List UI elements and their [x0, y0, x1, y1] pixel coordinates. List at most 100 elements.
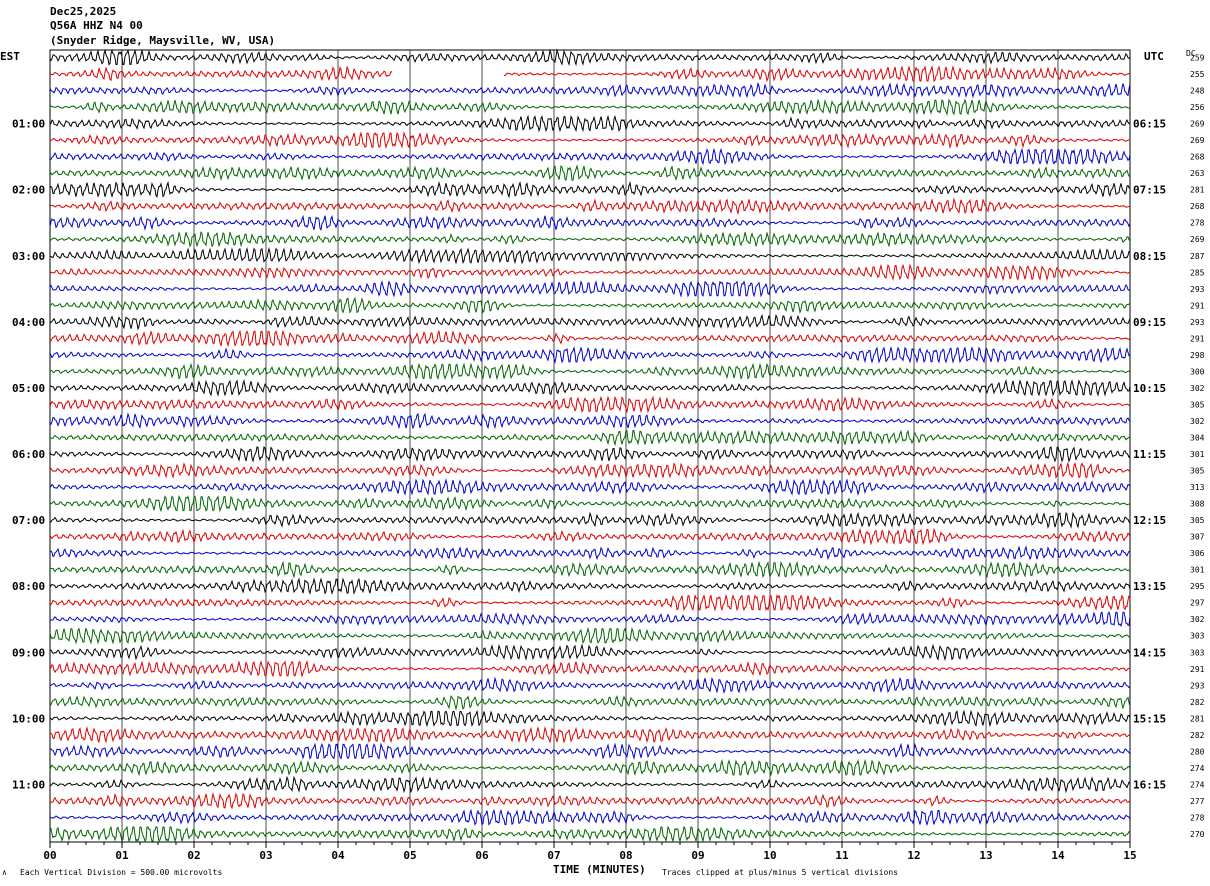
dc-offset-label: 302: [1190, 615, 1205, 624]
dc-offset-label: 301: [1190, 566, 1205, 575]
seismic-trace: [49, 345, 1131, 364]
seismic-trace: [49, 231, 1131, 248]
left-hour-label: 03:00: [12, 250, 45, 263]
seismic-trace: [49, 131, 1131, 149]
x-tick-label: 03: [259, 849, 272, 862]
dc-offset-label: 259: [1190, 54, 1205, 63]
right-hour-label: 08:15: [1133, 250, 1166, 263]
dc-offset-label: 313: [1190, 483, 1205, 492]
dc-offset-label: 274: [1190, 780, 1205, 789]
dc-offset-label: 305: [1190, 400, 1205, 409]
dc-offset-label: 270: [1190, 830, 1205, 839]
dc-offset-label: 277: [1190, 797, 1205, 806]
dc-offset-label: 278: [1190, 219, 1205, 228]
seismic-trace: [49, 98, 1131, 117]
dc-offset-label: 269: [1190, 120, 1205, 129]
seismic-trace: [49, 527, 1131, 546]
seismic-trace: [49, 610, 1131, 628]
dc-offset-header: DC: [1186, 49, 1196, 58]
right-hour-label: 06:15: [1133, 118, 1166, 131]
seismic-trace: [49, 808, 1131, 827]
dc-offset-label: 295: [1190, 582, 1205, 591]
left-timezone-label: EST: [0, 50, 20, 63]
dc-offset-label: 291: [1190, 334, 1205, 343]
seismic-trace: [49, 429, 1131, 447]
right-hour-label: 11:15: [1133, 448, 1166, 461]
station-location: (Snyder Ridge, Maysville, WV, USA): [50, 34, 276, 47]
seismic-trace: [49, 263, 1131, 282]
x-tick-label: 04: [331, 849, 345, 862]
seismic-trace: [49, 643, 1131, 662]
dc-offset-label: 269: [1190, 235, 1205, 244]
seismic-trace: [49, 329, 1131, 348]
dc-offset-label: 293: [1190, 681, 1205, 690]
seismic-trace: [49, 379, 1131, 397]
dc-offset-label: 303: [1190, 648, 1205, 657]
right-hour-label: 07:15: [1133, 184, 1166, 197]
dc-offset-label: 298: [1190, 351, 1205, 360]
left-hour-label: 09:00: [12, 646, 45, 659]
left-hour-label: 05:00: [12, 382, 45, 395]
right-timezone-label: UTC: [1144, 50, 1164, 63]
seismic-trace: [49, 214, 1131, 231]
seismic-trace: [49, 65, 1131, 83]
x-tick-label: 11: [835, 849, 849, 862]
seismic-trace: [49, 164, 1131, 182]
left-hour-label: 04:00: [12, 316, 45, 329]
seismic-trace: [49, 511, 1131, 529]
x-tick-label: 13: [979, 849, 992, 862]
left-hour-label: 01:00: [12, 118, 45, 131]
dc-offset-label: 306: [1190, 549, 1205, 558]
dc-offset-label: 302: [1190, 384, 1205, 393]
seismic-trace: [49, 147, 1131, 166]
seismic-trace: [49, 395, 1131, 414]
station-code: Q56A HHZ N4 00: [50, 19, 143, 32]
seismic-trace: [49, 246, 1131, 265]
dc-offset-label: 285: [1190, 268, 1205, 277]
seismic-trace: [49, 659, 1131, 678]
dc-offset-label: 291: [1190, 665, 1205, 674]
x-tick-label: 12: [907, 849, 920, 862]
left-hour-label: 07:00: [12, 514, 45, 527]
x-tick-label: 07: [547, 849, 560, 862]
dc-offset-label: 305: [1190, 467, 1205, 476]
dc-offset-label: 308: [1190, 500, 1205, 509]
dc-offset-label: 297: [1190, 599, 1205, 608]
right-hour-label: 09:15: [1133, 316, 1166, 329]
seismic-trace: [49, 577, 1131, 596]
seismic-trace: [49, 412, 1131, 430]
plot-date: Dec25,2025: [50, 5, 117, 18]
seismic-trace: [49, 461, 1131, 480]
right-hour-label: 13:15: [1133, 580, 1166, 593]
dc-offset-label: 293: [1190, 318, 1205, 327]
right-hour-label: 12:15: [1133, 514, 1166, 527]
dc-offset-label: 301: [1190, 450, 1205, 459]
seismic-trace: [49, 593, 1131, 612]
x-tick-label: 01: [115, 849, 129, 862]
x-tick-label: 10: [763, 849, 776, 862]
x-tick-label: 02: [187, 849, 200, 862]
seismic-trace: [49, 742, 1131, 761]
dc-offset-label: 291: [1190, 301, 1205, 310]
seismic-trace: [49, 725, 1131, 744]
seismic-trace: [49, 296, 1131, 314]
seismic-trace: [50, 560, 1130, 579]
seismic-trace: [49, 495, 1131, 513]
dc-offset-label: 268: [1190, 202, 1205, 211]
scale-icon: ∧: [2, 868, 7, 877]
dc-offset-label: 300: [1190, 367, 1205, 376]
x-tick-label: 08: [619, 849, 632, 862]
seismic-trace: [49, 709, 1131, 728]
dc-offset-label: 281: [1190, 186, 1205, 195]
seismic-trace: [49, 313, 1131, 331]
dc-offset-label: 302: [1190, 417, 1205, 426]
clip-note: Traces clipped at plus/minus 5 vertical …: [662, 868, 899, 877]
seismic-trace: [49, 445, 1131, 463]
seismic-trace: [49, 694, 1131, 711]
dc-offset-label: 282: [1190, 731, 1205, 740]
seismic-trace: [49, 626, 1131, 645]
dc-offset-label: 263: [1190, 169, 1205, 178]
dc-offset-label: 274: [1190, 764, 1205, 773]
x-axis-title: TIME (MINUTES): [553, 863, 646, 876]
x-tick-label: 15: [1123, 849, 1136, 862]
